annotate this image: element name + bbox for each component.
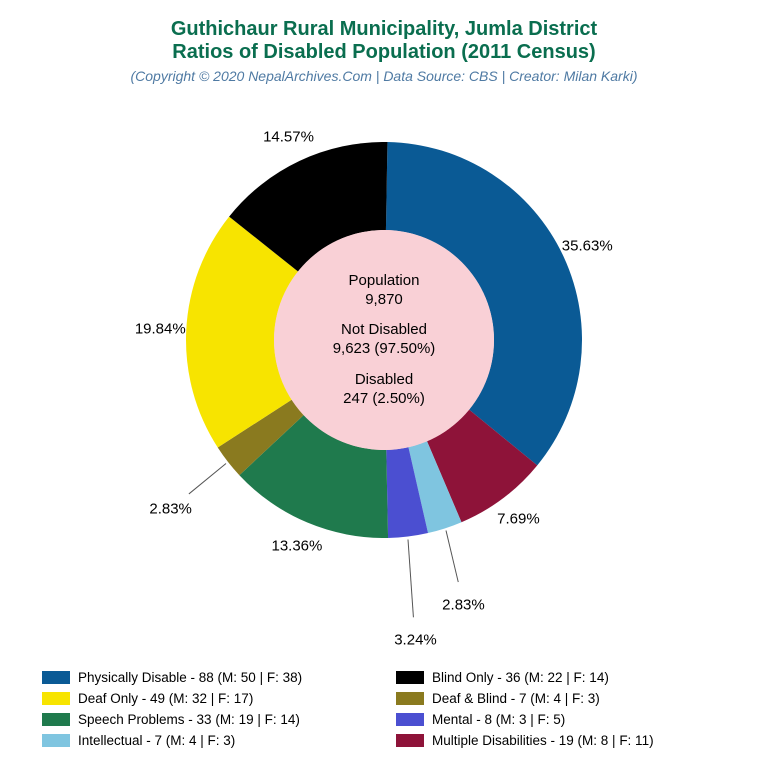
slice-label: 3.24% <box>394 632 437 649</box>
slice-label: 35.63% <box>562 237 613 254</box>
legend-item: Intellectual - 7 (M: 4 | F: 3) <box>42 733 372 748</box>
slice-label: 2.83% <box>149 500 192 517</box>
slice-label: 7.69% <box>497 511 540 528</box>
center-dis-value: 247 (2.50%) <box>343 390 425 409</box>
legend-item: Deaf Only - 49 (M: 32 | F: 17) <box>42 691 372 706</box>
slice-label: 13.36% <box>271 538 322 555</box>
legend-swatch <box>42 671 70 684</box>
title-block: Guthichaur Rural Municipality, Jumla Dis… <box>0 0 768 84</box>
legend-swatch <box>396 734 424 747</box>
center-dis-label: Disabled <box>343 371 425 390</box>
legend-swatch <box>42 713 70 726</box>
legend-label: Blind Only - 36 (M: 22 | F: 14) <box>432 670 609 685</box>
legend-label: Speech Problems - 33 (M: 19 | F: 14) <box>78 712 300 727</box>
legend-item: Blind Only - 36 (M: 22 | F: 14) <box>396 670 726 685</box>
legend-label: Deaf & Blind - 7 (M: 4 | F: 3) <box>432 691 600 706</box>
legend-label: Physically Disable - 88 (M: 50 | F: 38) <box>78 670 302 685</box>
center-not-disabled: Not Disabled 9,623 (97.50%) <box>333 321 436 359</box>
legend-label: Mental - 8 (M: 3 | F: 5) <box>432 712 565 727</box>
legend-label: Deaf Only - 49 (M: 32 | F: 17) <box>78 691 253 706</box>
legend-item: Speech Problems - 33 (M: 19 | F: 14) <box>42 712 372 727</box>
center-pop-value: 9,870 <box>349 291 420 310</box>
legend-label: Multiple Disabilities - 19 (M: 8 | F: 11… <box>432 733 654 748</box>
pie-chart: Population 9,870 Not Disabled 9,623 (97.… <box>124 80 644 600</box>
center-population: Population 9,870 <box>349 272 420 310</box>
legend-swatch <box>396 713 424 726</box>
title-line-2: Ratios of Disabled Population (2011 Cens… <box>0 41 768 64</box>
legend-item: Multiple Disabilities - 19 (M: 8 | F: 11… <box>396 733 726 748</box>
legend-item: Physically Disable - 88 (M: 50 | F: 38) <box>42 670 372 685</box>
center-notdis-value: 9,623 (97.50%) <box>333 340 436 359</box>
center-notdis-label: Not Disabled <box>333 321 436 340</box>
slice-label: 19.84% <box>135 320 186 337</box>
slice-label: 14.57% <box>263 129 314 146</box>
legend-item: Mental - 8 (M: 3 | F: 5) <box>396 712 726 727</box>
legend-swatch <box>396 692 424 705</box>
legend-swatch <box>396 671 424 684</box>
legend: Physically Disable - 88 (M: 50 | F: 38) B… <box>42 670 726 748</box>
title-line-1: Guthichaur Rural Municipality, Jumla Dis… <box>0 18 768 41</box>
center-disabled: Disabled 247 (2.50%) <box>343 371 425 409</box>
legend-swatch <box>42 734 70 747</box>
legend-swatch <box>42 692 70 705</box>
legend-item: Deaf & Blind - 7 (M: 4 | F: 3) <box>396 691 726 706</box>
legend-label: Intellectual - 7 (M: 4 | F: 3) <box>78 733 235 748</box>
center-pop-label: Population <box>349 272 420 291</box>
slice-label: 2.83% <box>442 597 485 614</box>
center-circle: Population 9,870 Not Disabled 9,623 (97.… <box>274 230 494 450</box>
